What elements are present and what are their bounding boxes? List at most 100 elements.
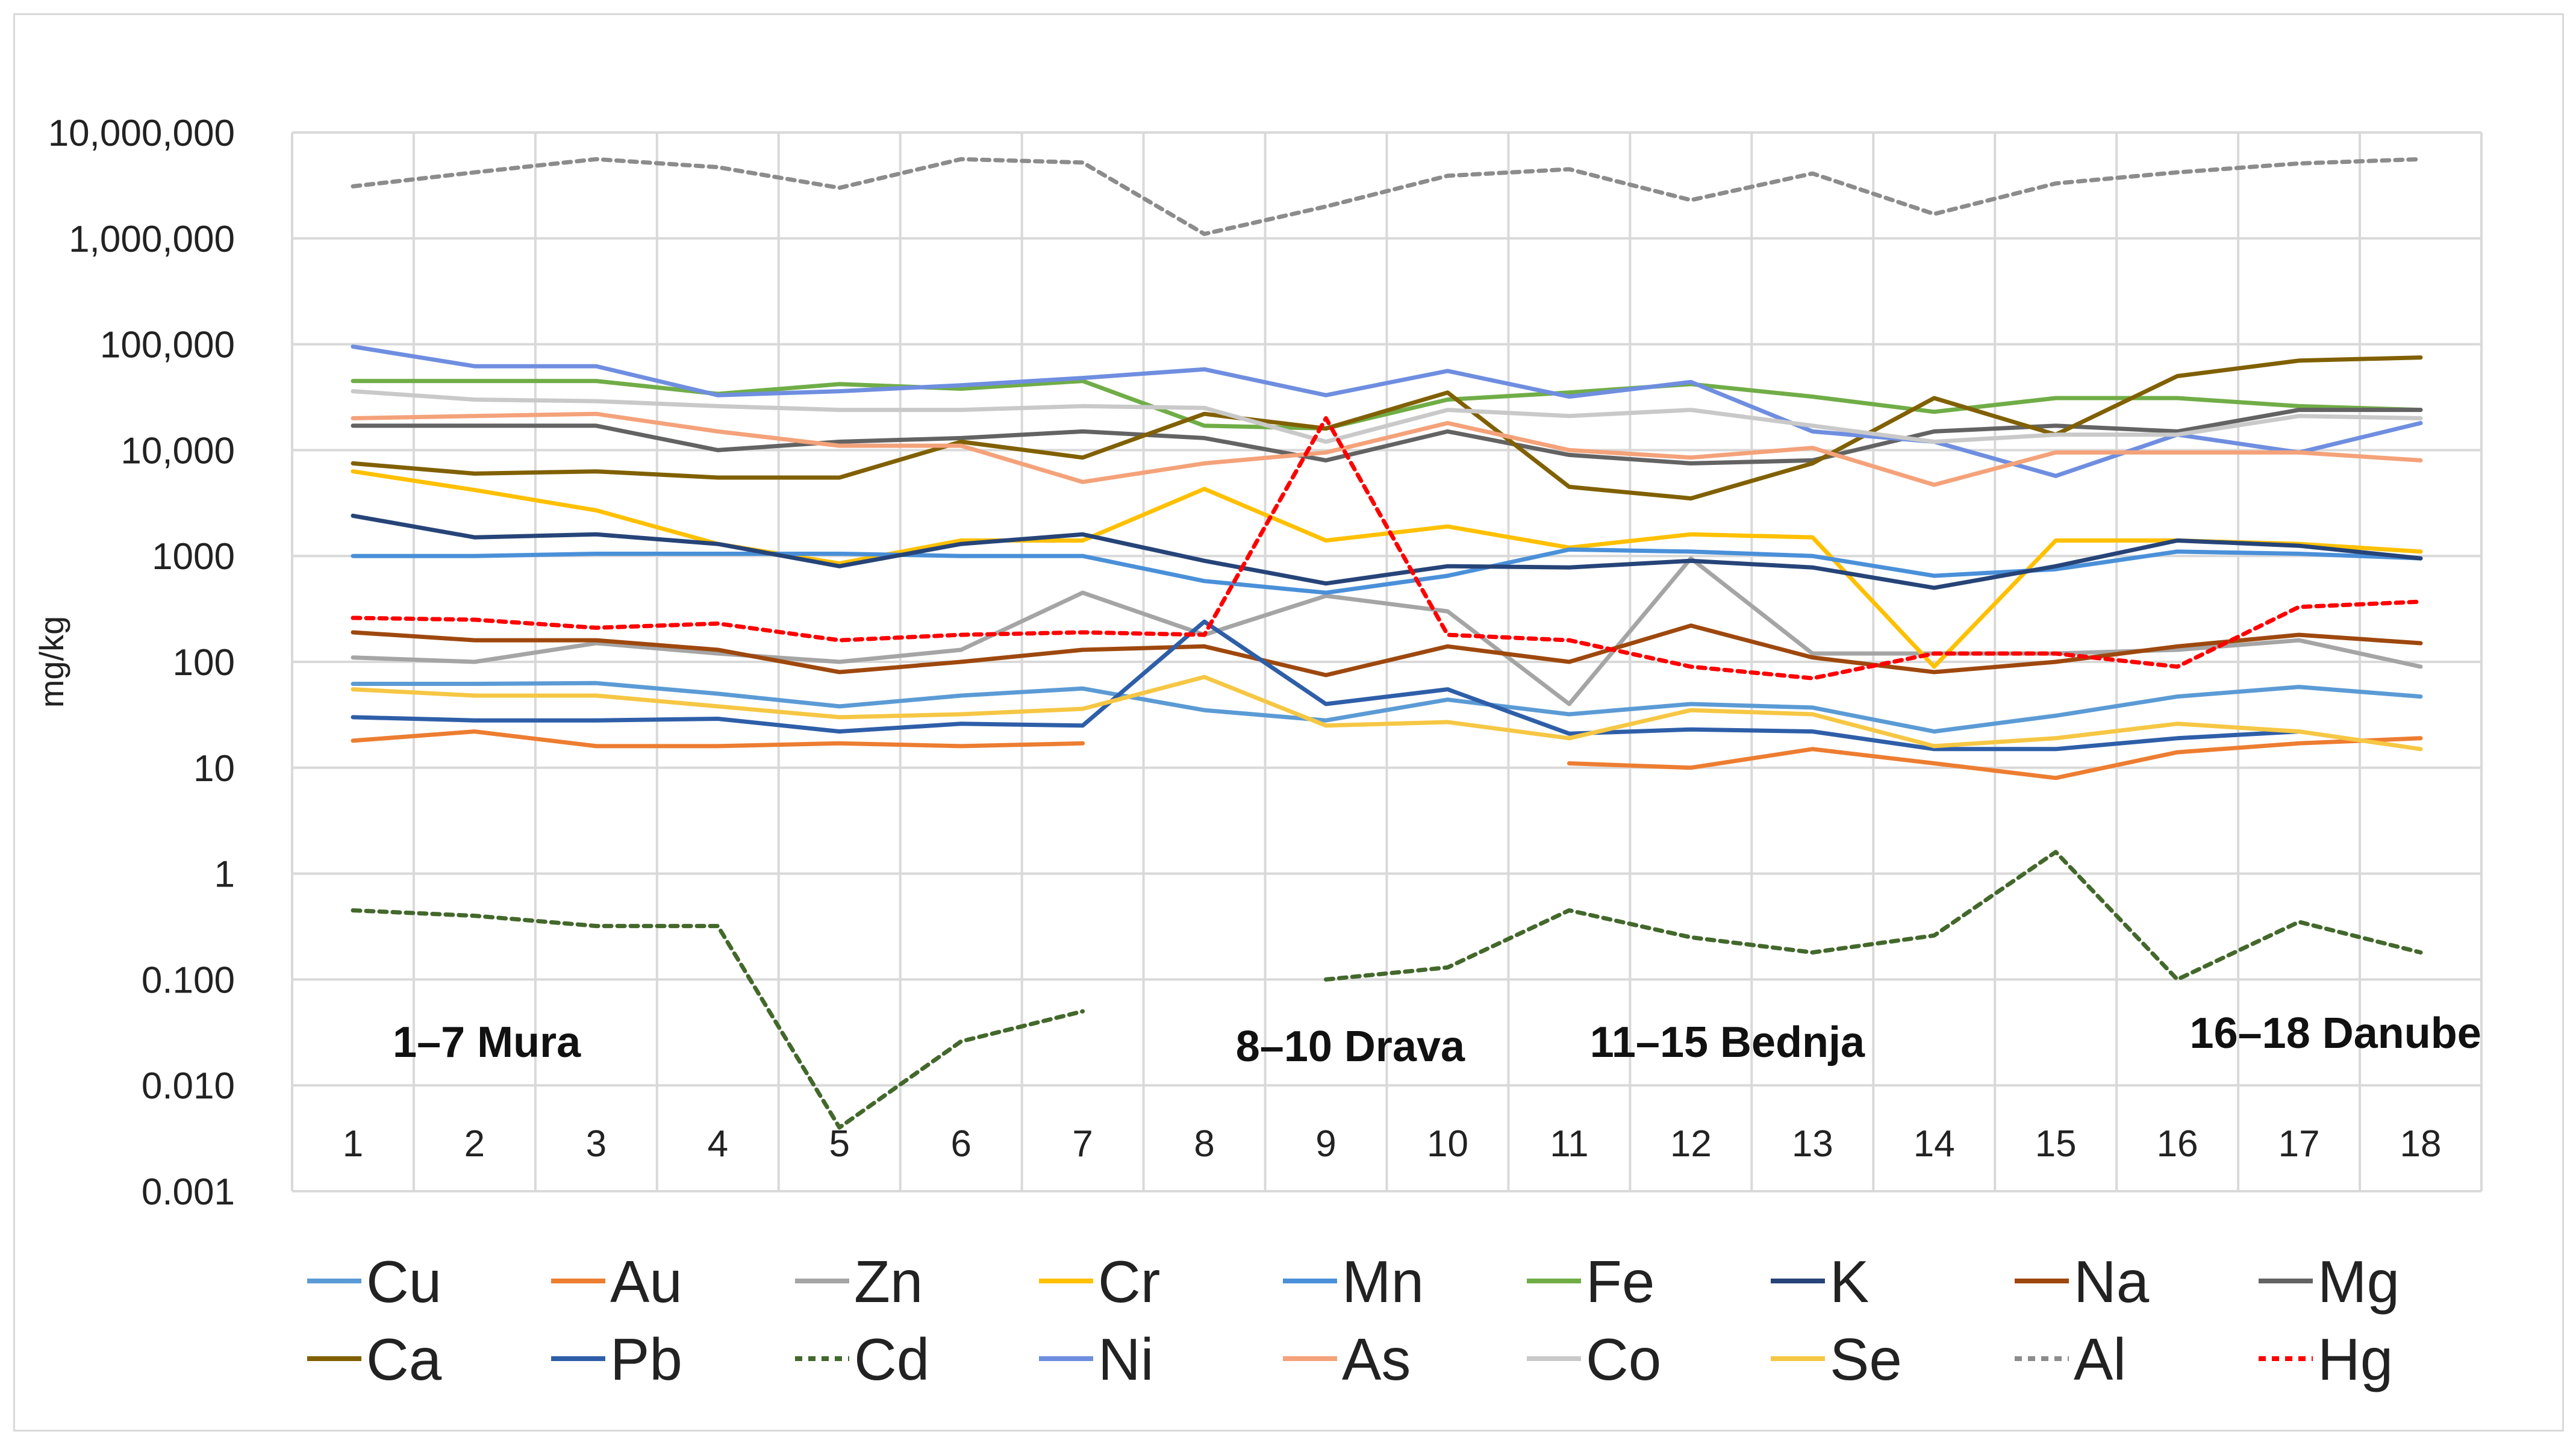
legend-item-fe: Fe bbox=[1527, 1248, 1654, 1315]
x-tick-label: 9 bbox=[1315, 1123, 1336, 1165]
x-tick-label: 11 bbox=[1550, 1123, 1588, 1165]
x-tick-label: 4 bbox=[708, 1123, 728, 1165]
region-label: 11–15 Bednja bbox=[1590, 1018, 1865, 1067]
legend: Cu Au Zn Cr Mn Fe K Na Mg Ca Pb Cd Ni As Co Se Al Hg bbox=[307, 1248, 2400, 1392]
x-tick-label: 6 bbox=[950, 1123, 971, 1165]
legend-label: Fe bbox=[1586, 1248, 1654, 1315]
legend-label: Se bbox=[1830, 1326, 1902, 1392]
legend-label: Ni bbox=[1098, 1326, 1154, 1392]
y-tick-label: 100 bbox=[173, 642, 235, 684]
series-line-cr bbox=[351, 469, 2423, 669]
x-tick-label: 12 bbox=[1670, 1123, 1712, 1165]
legend-label: Cd bbox=[854, 1326, 929, 1392]
series-line-zn bbox=[351, 556, 2423, 706]
x-tick-label: 2 bbox=[464, 1123, 485, 1165]
legend-item-al: Al bbox=[2015, 1326, 2126, 1392]
legend-item-na: Na bbox=[2015, 1248, 2150, 1315]
grid-lines bbox=[291, 131, 2483, 1192]
legend-label: Cr bbox=[1098, 1248, 1160, 1315]
series-line-au bbox=[351, 729, 1085, 749]
series-ca bbox=[351, 355, 2423, 501]
legend-label: Co bbox=[1586, 1326, 1661, 1392]
legend-label: Ca bbox=[366, 1326, 442, 1392]
legend-item-mn: Mn bbox=[1283, 1248, 1424, 1315]
x-tick-label: 16 bbox=[2157, 1123, 2198, 1165]
y-tick-label: 1,000,000 bbox=[69, 219, 235, 260]
series-line-mn bbox=[351, 547, 2423, 595]
series-hg bbox=[351, 416, 2423, 681]
region-label: 16–18 Danube bbox=[2190, 1009, 2481, 1058]
y-tick-label: 1 bbox=[214, 854, 235, 896]
series-line-as bbox=[351, 411, 2423, 487]
legend-item-mg: Mg bbox=[2259, 1248, 2400, 1315]
x-tick-label: 1 bbox=[343, 1123, 363, 1165]
x-tick-label: 17 bbox=[2278, 1123, 2320, 1165]
legend-label: Al bbox=[2074, 1326, 2126, 1392]
legend-label: Pb bbox=[610, 1326, 682, 1392]
legend-item-zn: Zn bbox=[795, 1248, 923, 1315]
x-tick-label: 5 bbox=[829, 1123, 850, 1165]
x-tick-label: 10 bbox=[1427, 1123, 1468, 1165]
legend-label: As bbox=[1342, 1326, 1411, 1392]
x-tick-label: 8 bbox=[1194, 1123, 1214, 1165]
series-as bbox=[351, 411, 2423, 487]
series-mn bbox=[351, 547, 2423, 595]
legend-label: Cu bbox=[366, 1248, 441, 1315]
series-line-cd bbox=[351, 908, 1085, 1130]
x-tick-label: 15 bbox=[2035, 1123, 2077, 1165]
x-tick-label: 18 bbox=[2400, 1123, 2442, 1165]
legend-label: Au bbox=[610, 1248, 682, 1315]
chart-frame bbox=[13, 13, 2564, 1432]
x-tick-label: 7 bbox=[1072, 1123, 1093, 1165]
series-line-pb bbox=[351, 619, 2301, 752]
series-na bbox=[351, 623, 2423, 678]
legend-item-ca: Ca bbox=[307, 1326, 442, 1392]
series-k bbox=[351, 513, 2423, 590]
legend-item-se: Se bbox=[1771, 1326, 1902, 1392]
axis-labels: 0.001 0.010 0.100 1 10 100 1000 10,000 100,000 1,… bbox=[33, 113, 2442, 1213]
y-tick-label: 10,000 bbox=[120, 430, 235, 472]
series-al bbox=[351, 157, 2423, 236]
series-line-au bbox=[1567, 736, 2423, 781]
y-tick-label: 0.001 bbox=[142, 1171, 235, 1213]
series-cr bbox=[351, 469, 2423, 669]
series-cd bbox=[351, 850, 2423, 1130]
legend-item-au: Au bbox=[551, 1248, 682, 1315]
legend-item-as: As bbox=[1283, 1326, 1411, 1392]
legend-label: Mg bbox=[2318, 1248, 2400, 1315]
legend-label: Mn bbox=[1342, 1248, 1424, 1315]
series-line-ca bbox=[351, 355, 2423, 501]
y-tick-label: 1000 bbox=[152, 536, 235, 578]
series-cu bbox=[351, 681, 2423, 734]
y-tick-label: 0.010 bbox=[142, 1065, 235, 1107]
series-se bbox=[351, 675, 2423, 752]
legend-item-co: Co bbox=[1527, 1326, 1661, 1392]
legend-label: Zn bbox=[854, 1248, 923, 1315]
legend-item-pb: Pb bbox=[551, 1326, 682, 1392]
x-tick-label: 14 bbox=[1913, 1123, 1955, 1165]
legend-item-cu: Cu bbox=[307, 1248, 441, 1315]
series-line-ni bbox=[351, 344, 2423, 478]
legend-item-cd: Cd bbox=[795, 1326, 929, 1392]
y-tick-label: 10,000,000 bbox=[48, 113, 235, 154]
series-line-hg bbox=[351, 416, 2423, 681]
series-line-na bbox=[351, 623, 2423, 678]
series-line-cd bbox=[1324, 850, 2423, 982]
legend-label: K bbox=[1830, 1248, 1869, 1315]
series-zn bbox=[351, 556, 2423, 706]
series-pb bbox=[351, 619, 2301, 752]
legend-item-ni: Ni bbox=[1039, 1326, 1154, 1392]
series-line-k bbox=[351, 513, 2423, 590]
x-tick-label: 13 bbox=[1792, 1123, 1833, 1165]
legend-label: Na bbox=[2074, 1248, 2150, 1315]
region-label: 1–7 Mura bbox=[393, 1018, 581, 1067]
y-tick-label: 10 bbox=[193, 748, 235, 790]
series-co bbox=[351, 389, 2423, 444]
region-label: 8–10 Drava bbox=[1236, 1023, 1465, 1071]
annotations: 1–7 Mura 8–10 Drava 11–15 Bednja 16–18 Danu… bbox=[393, 1009, 2481, 1071]
y-tick-label: 100,000 bbox=[100, 325, 235, 366]
legend-item-k: K bbox=[1771, 1248, 1869, 1315]
series-line-cu bbox=[351, 681, 2423, 734]
series-lines bbox=[351, 157, 2423, 1130]
